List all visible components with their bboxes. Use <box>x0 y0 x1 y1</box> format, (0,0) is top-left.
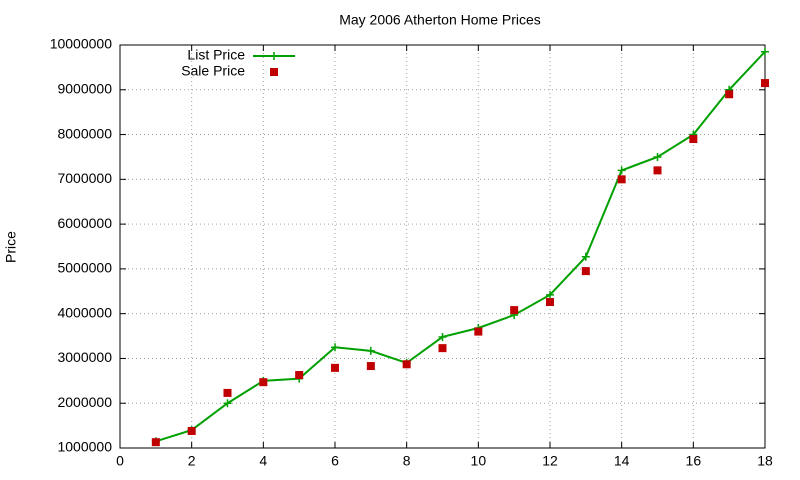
point-marker <box>581 252 590 261</box>
point-marker <box>438 332 447 341</box>
point <box>151 438 160 447</box>
point <box>725 90 734 99</box>
point-marker <box>653 152 662 161</box>
point <box>689 135 698 144</box>
point-marker <box>223 399 232 408</box>
y-tick-label: 4000000 <box>57 304 112 320</box>
point-marker <box>546 290 554 299</box>
point <box>187 426 196 435</box>
point-marker <box>331 343 339 352</box>
point-marker <box>617 166 626 175</box>
y-tick-label: 2000000 <box>57 394 112 410</box>
point <box>617 175 626 184</box>
y-tick-label: 3000000 <box>57 349 112 365</box>
y-tick-label: 9000000 <box>57 80 112 96</box>
plot-frame <box>119 44 766 449</box>
y-axis-label: Price <box>3 231 19 263</box>
x-tick-label: 12 <box>542 453 558 469</box>
y-tick-label: 6000000 <box>57 215 112 231</box>
point-marker <box>366 346 375 355</box>
legend-swatch <box>270 52 278 60</box>
chart-title: May 2006 Atherton Home Prices <box>339 12 541 28</box>
x-tick-label: 14 <box>614 453 630 469</box>
point <box>474 327 483 336</box>
legend-label: Sale Price <box>181 63 245 79</box>
point <box>295 371 304 380</box>
point <box>259 378 268 387</box>
point <box>546 298 554 307</box>
y-tick-label: 5000000 <box>57 260 112 276</box>
point <box>510 306 519 315</box>
x-tick-label: 0 <box>116 453 124 469</box>
y-tick-label: 7000000 <box>57 170 112 186</box>
x-tick-label: 18 <box>757 453 773 469</box>
x-tick-label: 16 <box>686 453 702 469</box>
x-tick-label: 10 <box>471 453 487 469</box>
point <box>438 344 447 353</box>
point-marker <box>761 47 769 56</box>
point <box>331 363 339 372</box>
point <box>366 362 375 371</box>
point <box>402 360 411 369</box>
point <box>761 79 769 88</box>
y-tick-label: 8000000 <box>57 125 112 141</box>
y-tick-label: 10000000 <box>50 36 113 52</box>
point <box>223 388 232 397</box>
point <box>653 166 662 175</box>
x-tick-label: 4 <box>259 453 267 469</box>
line <box>155 51 766 443</box>
legend-swatch <box>270 68 278 76</box>
x-tick-label: 6 <box>331 453 339 469</box>
point <box>581 267 590 276</box>
x-tick-label: 2 <box>188 453 196 469</box>
y-tick-label: 1000000 <box>57 439 112 455</box>
x-tick-label: 8 <box>403 453 411 469</box>
legend-label: List Price <box>187 47 245 63</box>
